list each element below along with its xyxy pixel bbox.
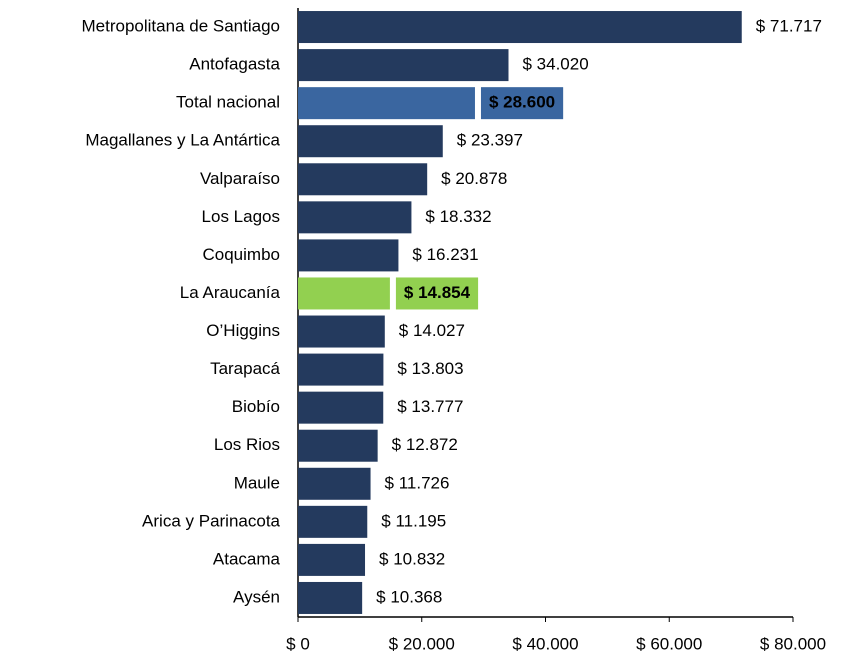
bar [298,505,368,538]
x-tick-label: $ 80.000 [760,634,826,653]
y-tick-label: Aysén [233,587,280,606]
value-label: $ 23.397 [457,131,523,150]
value-label: $ 16.231 [412,245,478,264]
bar [298,87,475,120]
y-tick-label: La Araucanía [180,283,281,302]
bar [298,543,366,576]
value-label: $ 10.832 [379,549,445,568]
y-tick-label: Coquimbo [203,245,281,264]
bar [298,49,509,82]
value-label-box [395,277,479,310]
bar [298,581,363,614]
value-label: $ 71.717 [756,17,822,36]
y-tick-label: Los Rios [214,435,280,454]
value-label: $ 28.600 [489,93,555,112]
y-tick-label: Los Lagos [202,207,280,226]
bar [298,391,384,424]
y-tick-label: Valparaíso [200,169,280,188]
bar [298,201,412,234]
value-label: $ 14.854 [404,283,471,302]
y-tick-label: Antofagasta [189,55,280,74]
bar [298,429,378,462]
value-label: $ 10.368 [376,587,442,606]
bar [298,315,385,348]
bar [298,353,384,386]
bar [298,11,742,44]
y-tick-label: Tarapacá [210,359,280,378]
y-tick-label: Arica y Parinacota [142,511,280,530]
bar [298,239,399,272]
value-label: $ 13.777 [397,397,463,416]
y-tick-label: Atacama [213,549,281,568]
y-tick-label: Metropolitana de Santiago [82,17,280,36]
bar [298,277,390,310]
y-tick-label: Biobío [232,397,280,416]
value-label: $ 14.027 [399,321,465,340]
y-tick-label: Magallanes y La Antártica [85,131,280,150]
y-tick-label: O’Higgins [206,321,280,340]
bar [298,125,443,158]
bar [298,163,428,196]
value-label: $ 12.872 [392,435,458,454]
value-label: $ 18.332 [425,207,491,226]
value-label: $ 11.726 [385,473,450,492]
y-tick-label: Total nacional [176,93,280,112]
x-tick-label: $ 20.000 [389,634,455,653]
value-label: $ 11.195 [381,511,446,530]
x-tick-label: $ 0 [286,634,310,653]
value-label: $ 34.020 [522,55,588,74]
bar [298,467,371,500]
value-label: $ 13.803 [397,359,463,378]
x-tick-label: $ 60.000 [636,634,702,653]
value-label-box [480,87,564,120]
value-label: $ 20.878 [441,169,507,188]
x-tick-label: $ 40.000 [512,634,578,653]
y-tick-label: Maule [234,473,280,492]
